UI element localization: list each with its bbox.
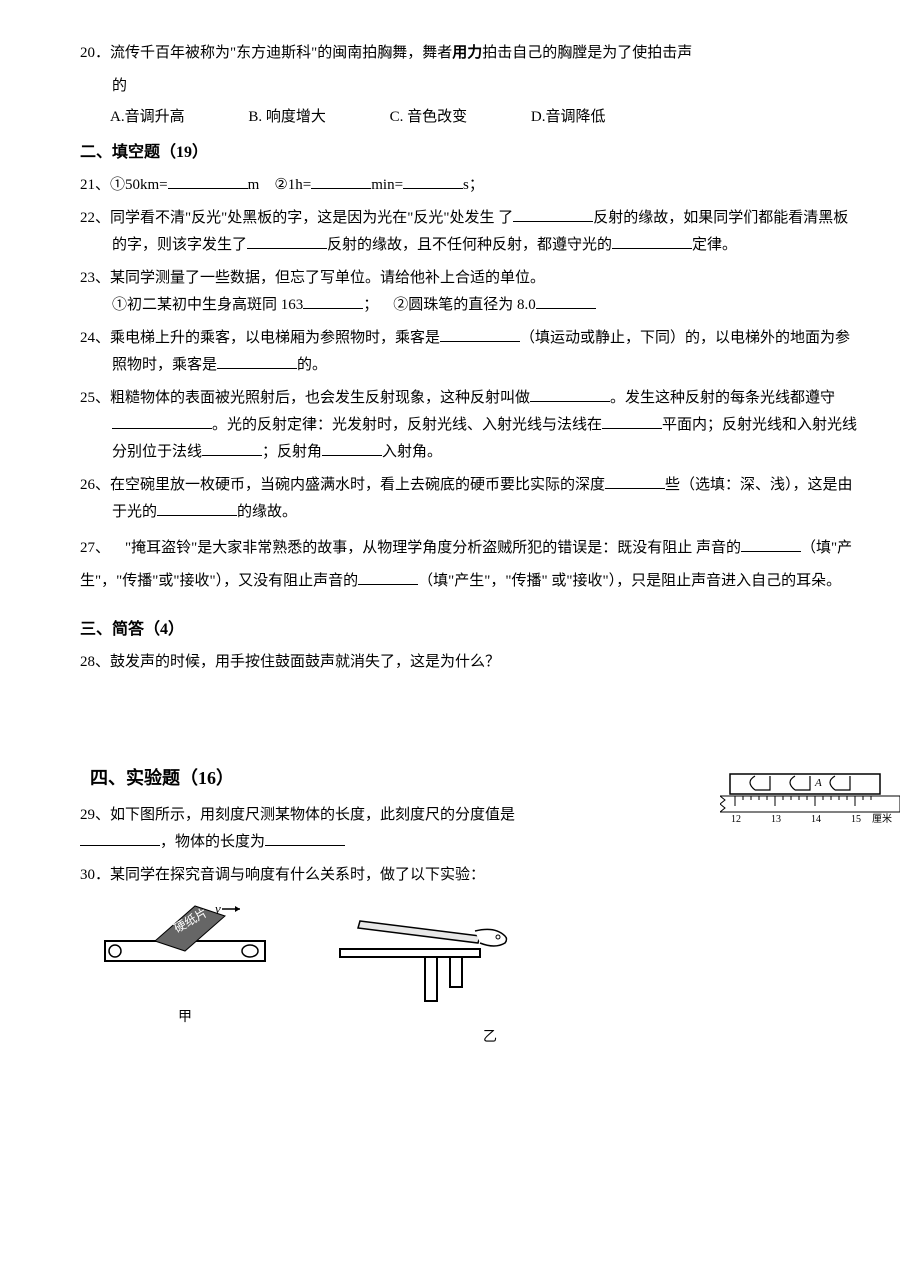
spacer [80,682,860,742]
question-20: 20．流传千百年被称为"东方迪斯科"的闽南拍胸舞，舞者用力拍击自己的胸膛是为了使… [80,40,860,131]
q25-t6: 入射角。 [382,444,442,460]
blank [440,327,520,342]
question-26: 26、在空碗里放一枚硬币，当碗内盛满水时，看上去碗底的硬币要比实际的深度些（选填… [80,472,860,526]
q27-num: 27、 [80,540,110,556]
tick-14: 14 [811,814,821,825]
blank [741,537,801,552]
blank [602,414,662,429]
q21-t1: ①50km= [110,177,168,193]
tick-12: 12 [731,814,741,825]
q20-options: A.音调升高 B. 响度增大 C. 音色改变 D.音调降低 [80,104,860,131]
q20-line2: 的 [80,73,860,100]
q29-t2: ，物体的长度为 [160,834,265,850]
q25-t1: 粗糙物体的表面被光照射后，也会发生反射现象，这种反射叫做 [110,390,530,406]
q27-t1: "掩耳盗铃"是大家非常熟悉的故事，从物理学角度分析盗贼所犯的错误是：既没有阻止 [110,540,692,556]
blank [168,174,248,189]
q25-num: 25、 [80,390,110,406]
tick-15: 15 [851,814,861,825]
q20-text-b: 拍击自己的胸膛是为了使拍击声 [482,45,692,61]
q21-t4: s； [463,177,484,193]
blank [202,441,262,456]
q21-t3: min= [371,177,403,193]
blank [217,354,297,369]
q22-t4: 定律。 [692,237,737,253]
fig-yi-label: 乙 [450,1025,530,1050]
q29-t1: 如下图所示，用刻度尺测某物体的长度，此刻度尺的分度值是 [110,807,515,823]
q22-t3: 反射的缘故，且不任何种反射，都遵守光的 [327,237,612,253]
question-23: 23、某同学测量了一些数据，但忘了写单位。请给他补上合适的单位。 ①初二某初中生… [80,265,860,319]
q20-text-a: 流传千百年被称为"东方迪斯科"的闽南拍胸舞，舞者 [110,45,452,61]
blank [612,234,692,249]
q25-t5: ；反射角 [262,444,322,460]
ruler-label-A: A [814,777,822,789]
blank [311,174,371,189]
q26-num: 26、 [80,477,110,493]
blank [322,441,382,456]
q20-bold: 用力 [452,45,482,61]
blank [80,831,160,846]
blank [265,831,345,846]
q27-t4: （填"产生"，"传播" [418,573,548,589]
fig-jia-label: 甲 [100,1005,270,1030]
section-2-title: 二、填空题（19） [80,139,860,168]
question-30: 30．某同学在探究音调与响度有什么关系时，做了以下实验： [80,862,860,889]
opt-d: D.音调降低 [531,104,606,131]
q21-num: 21、 [80,177,110,193]
ruler-svg-icon: A 12 13 14 15 厘米 [720,772,900,827]
q24-t1: 乘电梯上升的乘客，以电梯厢为参照物时，乘客是 [110,330,440,346]
blank [605,474,665,489]
opt-a: A.音调升高 [110,104,185,131]
question-27: 27、 "掩耳盗铃"是大家非常熟悉的故事，从物理学角度分析盗贼所犯的错误是：既没… [80,532,860,598]
q27-t2: 声音的 [696,540,741,556]
figure-jia: 硬纸片 v 甲 [100,901,270,1050]
figure-yi: 乙 [330,901,530,1050]
tick-13: 13 [771,814,781,825]
question-29-wrap: A 12 13 14 15 厘米 29、如下图所示，用刻度尺测某物体的长度，此刻… [80,802,860,856]
q20-number: 20． [80,45,110,61]
blank [247,234,327,249]
q24-num: 24、 [80,330,110,346]
section-3-title: 三、简答（4） [80,616,860,645]
blank [513,207,593,222]
figure-yi-svg [330,901,530,1011]
q27-t5: 或"接收"），只是阻止声音进入自己的耳朵。 [551,573,841,589]
fig-jia-arrow: v [215,901,221,916]
question-25: 25、粗糙物体的表面被光照射后，也会发生反射现象，这种反射叫做 。发生这种反射的每… [80,385,860,466]
q23-l1: 某同学测量了一些数据，但忘了写单位。请给他补上合适的单位。 [110,270,545,286]
blank [157,501,237,516]
figure-jia-svg: 硬纸片 v [100,901,270,991]
q23-line2: ①初二某初中生身高斑同 163 ； ②圆珠笔的直径为 8.0 [80,292,860,319]
opt-c: C. 音色改变 [390,104,468,131]
q25-t3: 。光的反射定律：光发射时，反射光线、入射光线与法线在 [212,417,602,433]
q26-t3: 的缘故。 [237,504,297,520]
blank [403,174,463,189]
question-21: 21、①50km= m ②1h= min= s； [80,172,860,199]
q22-t1: 同学看不清"反光"处黑板的字，这是因为光在"反光"处发生 了 [110,210,513,226]
q21-t2: m ②1h= [248,177,312,193]
blank [303,294,363,309]
question-24: 24、乘电梯上升的乘客，以电梯厢为参照物时，乘客是（填运动或静止，下同）的，以电… [80,325,860,379]
q26-t1: 在空碗里放一枚硬币，当碗内盛满水时，看上去碗底的硬币要比实际的深度 [110,477,605,493]
q22-num: 22、 [80,210,110,226]
question-28: 28、鼓发声的时候，用手按住鼓面鼓声就消失了，这是为什么？ [80,649,860,676]
ruler-figure: A 12 13 14 15 厘米 [720,772,900,837]
q25-t2: 。发生这种反射的每条光线都遵守 [610,390,835,406]
blank [536,294,596,309]
q23-l2a: ①初二某初中生身高斑同 163 [112,297,303,313]
ruler-unit: 厘米 [872,812,892,825]
q29-num: 29、 [80,807,110,823]
question-22: 22、同学看不清"反光"处黑板的字，这是因为光在"反光"处发生 了反射的缘故，如… [80,205,860,259]
q23-l2b: ； ②圆珠笔的直径为 8.0 [363,297,536,313]
blank [530,387,610,402]
q23-num: 23、 [80,270,110,286]
figure-row: 硬纸片 v 甲 乙 [80,901,860,1050]
blank [358,570,418,585]
q20-line1: 20．流传千百年被称为"东方迪斯科"的闽南拍胸舞，舞者用力拍击自己的胸膛是为了使… [80,40,860,67]
opt-b: B. 响度增大 [248,104,326,131]
q24-t3: 的。 [297,357,327,373]
q23-line1: 23、某同学测量了一些数据，但忘了写单位。请给他补上合适的单位。 [80,265,860,292]
blank [112,414,212,429]
